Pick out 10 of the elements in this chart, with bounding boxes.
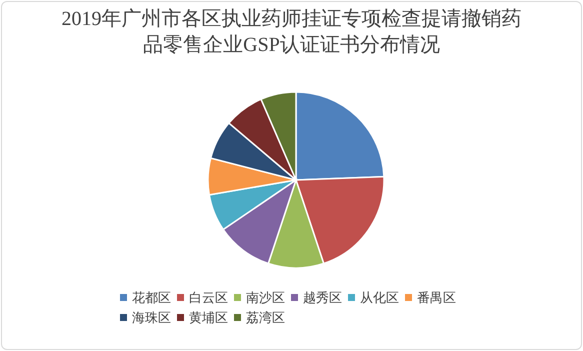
legend-label: 番禺区 (417, 290, 456, 305)
legend-label: 越秀区 (303, 290, 342, 305)
legend-label: 荔湾区 (246, 310, 285, 325)
legend-label: 黄埔区 (189, 310, 228, 325)
legend-label: 从化区 (360, 290, 399, 305)
legend-label: 花都区 (132, 290, 171, 305)
chart-title: 2019年广州市各区执业药师挂证专项检查提请撤销药品零售企业GSP认证证书分布情况 (60, 7, 522, 58)
legend-label: 白云区 (189, 290, 228, 305)
legend-label: 南沙区 (246, 290, 285, 305)
legend-label: 海珠区 (132, 310, 171, 325)
